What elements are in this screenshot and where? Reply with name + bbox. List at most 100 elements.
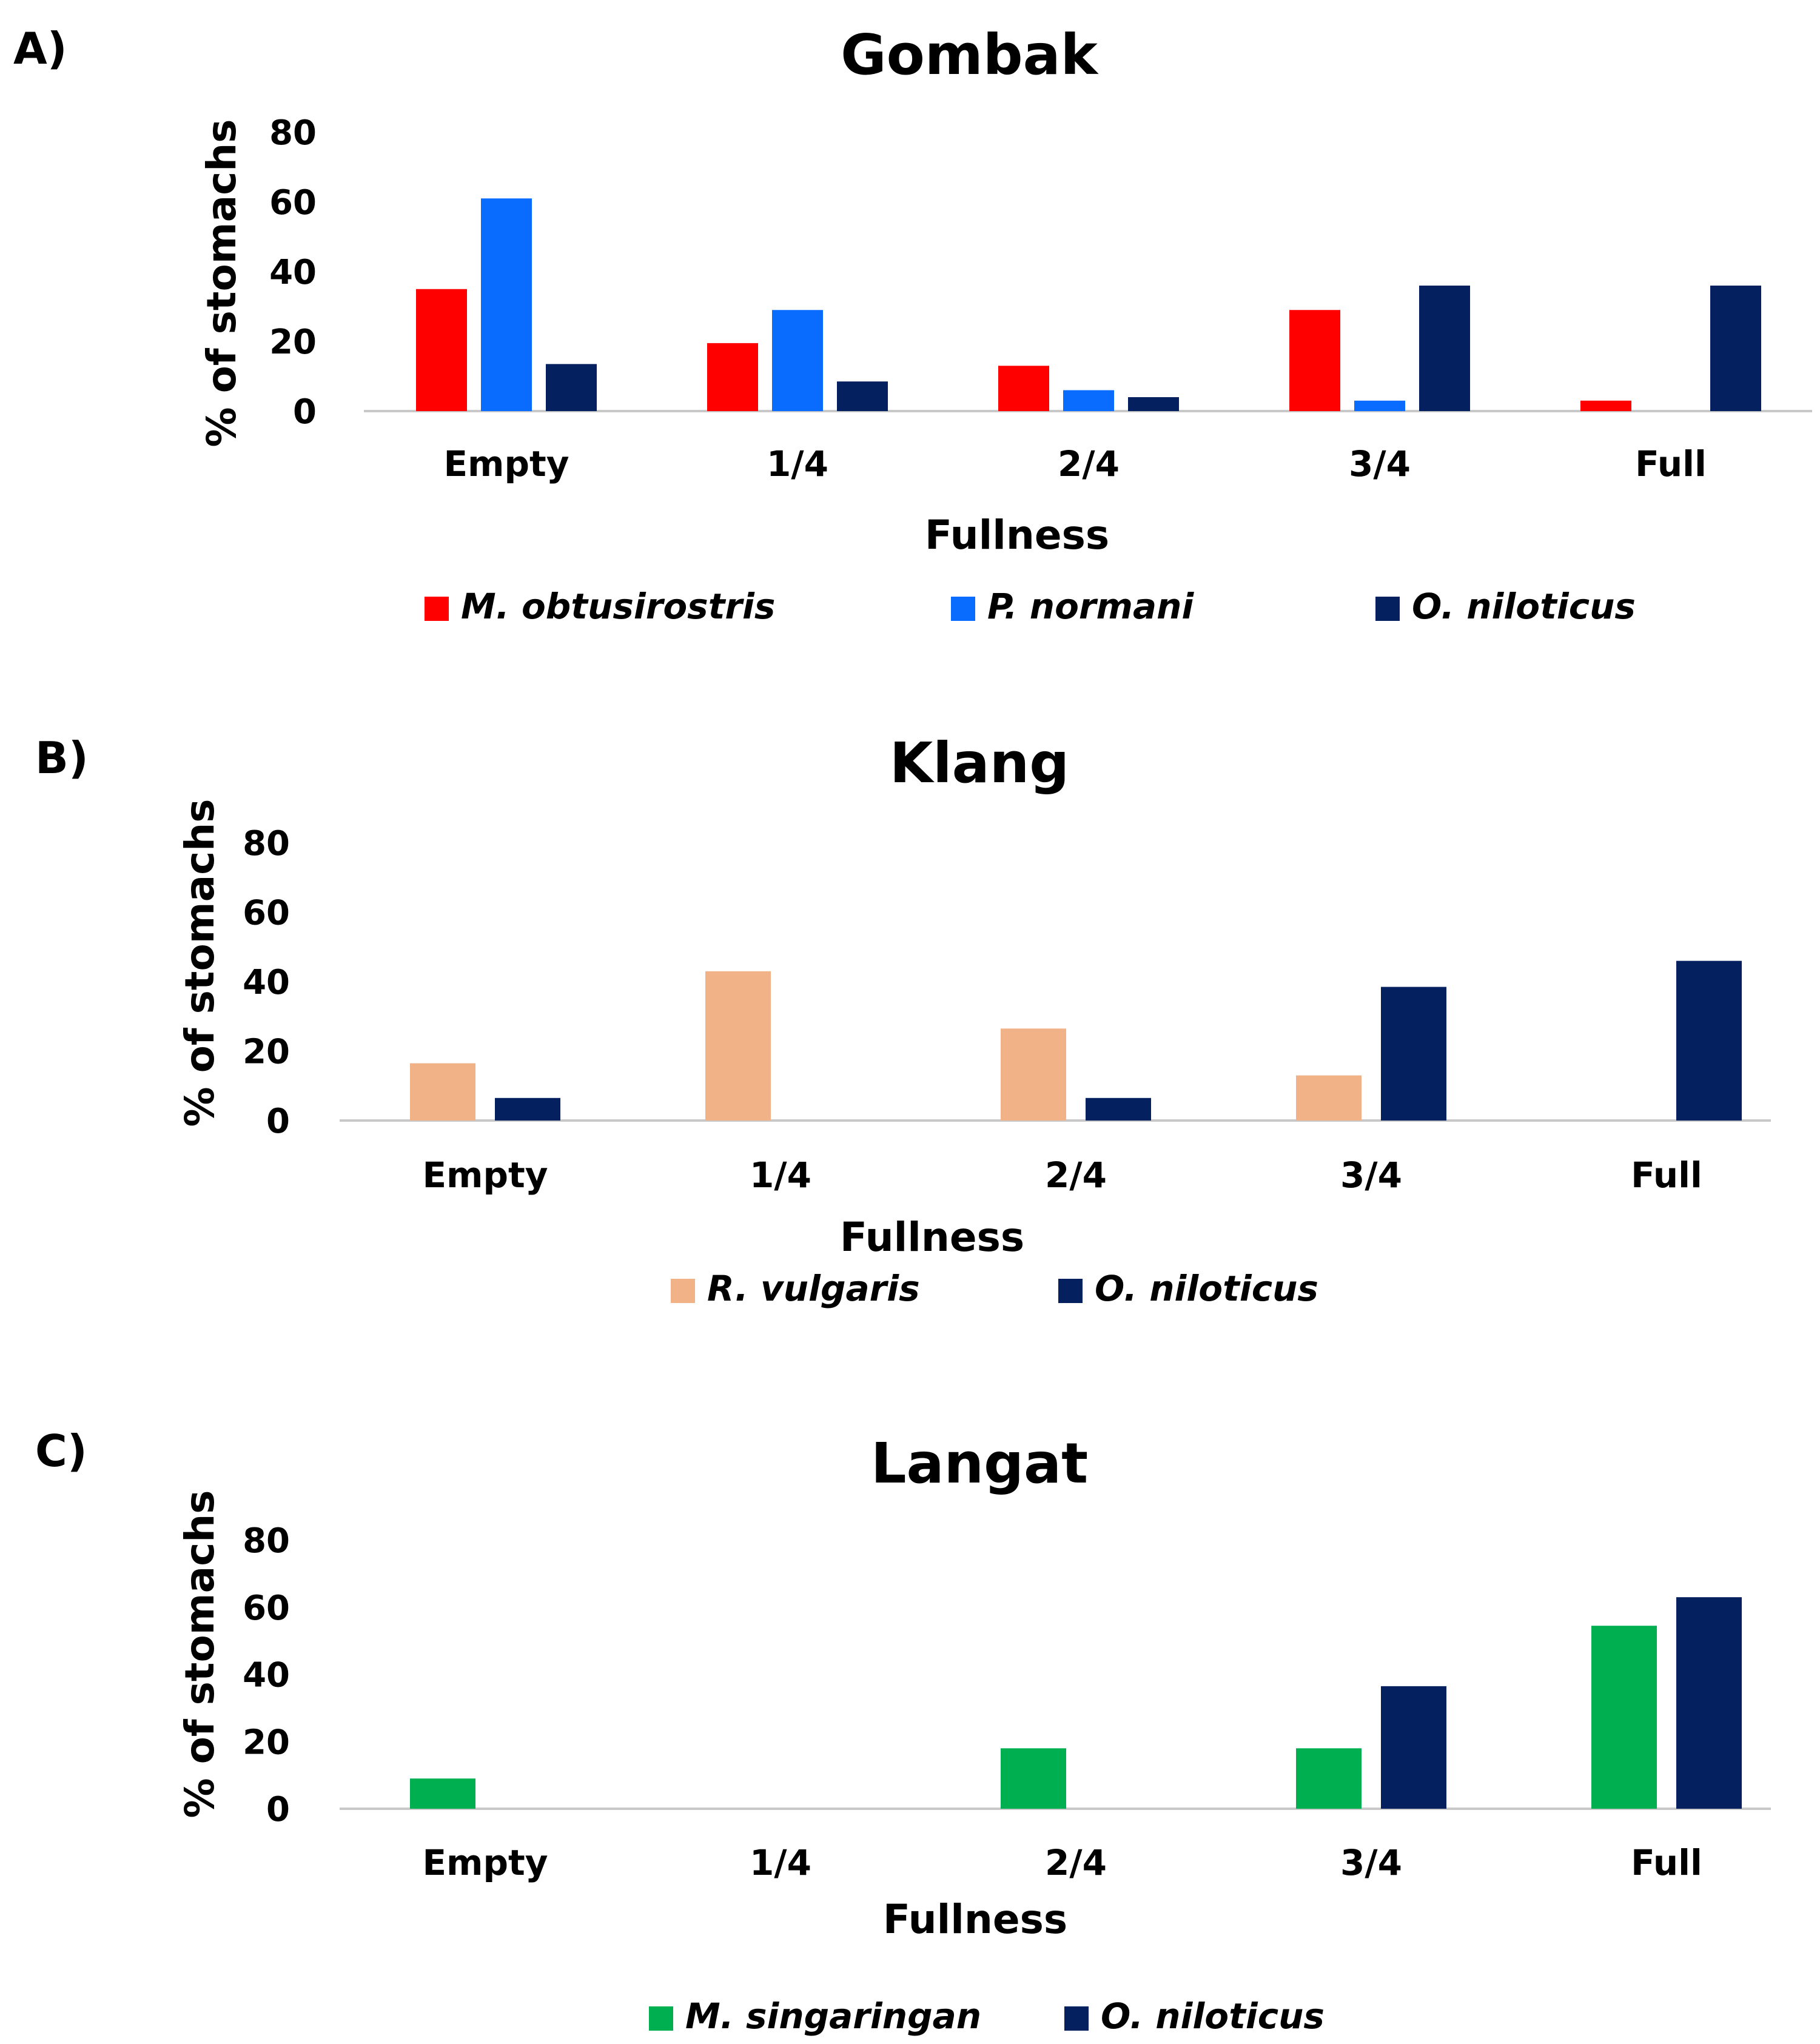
bar-klang-r-vulgaris-2-4 bbox=[1001, 1028, 1066, 1121]
bar-klang-o-niloticus-empty bbox=[495, 1097, 560, 1121]
bar-gombak-p-normani-1-4 bbox=[772, 310, 823, 411]
y-tick-label: 60 bbox=[243, 1589, 290, 1628]
bar-gombak-o-niloticus-3-4 bbox=[1419, 286, 1470, 411]
chart-title-gombak: Gombak bbox=[841, 22, 1099, 87]
bars-langat bbox=[410, 1597, 1742, 1809]
legend-label: O. niloticus bbox=[1412, 586, 1636, 627]
y-tick-label: 40 bbox=[269, 253, 317, 292]
legend-label: M. obtusirostris bbox=[461, 586, 775, 627]
bar-gombak-o-niloticus-2-4 bbox=[1128, 397, 1179, 411]
legend-item-o-niloticus: O. niloticus bbox=[1375, 586, 1636, 627]
legend-item-p-normani: P. normani bbox=[951, 586, 1194, 627]
y-tick-label: 60 bbox=[269, 183, 317, 223]
legend-gombak: M. obtusirostris P. normani O. niloticus bbox=[425, 586, 1636, 627]
x-tick-label: Empty bbox=[422, 1154, 548, 1196]
bar-klang-o-niloticus-2-4 bbox=[1086, 1097, 1151, 1121]
legend-swatch bbox=[1375, 597, 1400, 621]
x-tick-label: 1/4 bbox=[750, 1154, 811, 1196]
panel-letter-b: B) bbox=[35, 732, 89, 783]
x-tick-label: 3/4 bbox=[1340, 1842, 1402, 1883]
panel-langat: C) Langat 0 20 40 60 80 % of stomachs Empty 1… bbox=[35, 1426, 1771, 2037]
bar-gombak-p-normani-2-4 bbox=[1063, 390, 1114, 411]
x-axis-title-gombak: Fullness bbox=[925, 512, 1109, 558]
bar-klang-o-niloticus-full bbox=[1676, 960, 1742, 1121]
bar-klang-r-vulgaris-1-4 bbox=[705, 971, 771, 1121]
y-axis-ticks-gombak: 0 20 40 60 80 bbox=[269, 113, 317, 432]
bar-gombak-o-niloticus-1-4 bbox=[837, 381, 888, 411]
legend-label: O. niloticus bbox=[1095, 1268, 1318, 1309]
bar-gombak-m-obtusirostris-1-4 bbox=[707, 343, 758, 411]
y-tick-label: 60 bbox=[243, 894, 290, 933]
x-tick-label: Empty bbox=[443, 443, 569, 484]
legend-label: M. singaringan bbox=[685, 1995, 981, 2037]
x-axis-title-klang: Fullness bbox=[840, 1214, 1024, 1261]
chart-title-langat: Langat bbox=[871, 1431, 1088, 1496]
y-tick-label: 40 bbox=[243, 963, 290, 1002]
bar-klang-r-vulgaris-empty bbox=[410, 1063, 475, 1121]
x-axis-categories-gombak: Empty 1/4 2/4 3/4 Full bbox=[443, 443, 1706, 484]
bar-langat-o-niloticus-full bbox=[1676, 1597, 1742, 1809]
bar-gombak-m-obtusirostris-2-4 bbox=[998, 366, 1049, 411]
y-axis-ticks-klang: 0 20 40 60 80 bbox=[243, 824, 290, 1141]
legend-item-m-singaringan: M. singaringan bbox=[649, 1995, 981, 2037]
legend-swatch bbox=[1058, 1279, 1083, 1303]
y-tick-label: 20 bbox=[269, 323, 317, 362]
bar-klang-r-vulgaris-3-4 bbox=[1296, 1075, 1362, 1121]
legend-label: P. normani bbox=[987, 586, 1194, 627]
x-tick-label: 2/4 bbox=[1058, 443, 1120, 484]
panel-letter-a: A) bbox=[13, 23, 67, 74]
panel-letter-c: C) bbox=[35, 1426, 87, 1476]
y-axis-title-langat: % of stomachs bbox=[176, 1490, 223, 1818]
bars-gombak bbox=[416, 198, 1761, 411]
x-tick-label: 1/4 bbox=[750, 1842, 811, 1883]
legend-klang: R. vulgaris O. niloticus bbox=[671, 1268, 1318, 1309]
legend-item-m-obtusirostris: M. obtusirostris bbox=[425, 586, 775, 627]
y-tick-label: 80 bbox=[243, 1521, 290, 1561]
x-tick-label: Empty bbox=[422, 1842, 548, 1883]
x-tick-label: 2/4 bbox=[1045, 1842, 1107, 1883]
y-tick-label: 20 bbox=[243, 1723, 290, 1762]
bar-gombak-m-obtusirostris-3-4 bbox=[1289, 310, 1340, 411]
chart-title-klang: Klang bbox=[890, 731, 1069, 796]
x-axis-categories-langat: Empty 1/4 2/4 3/4 Full bbox=[422, 1842, 1702, 1883]
panel-klang: B) Klang 0 20 40 60 80 % of stomachs Empty 1/… bbox=[35, 731, 1771, 1309]
bar-langat-m-singaringan-full bbox=[1591, 1626, 1657, 1809]
bars-klang bbox=[410, 960, 1742, 1121]
x-tick-label: Full bbox=[1631, 1154, 1702, 1196]
x-tick-label: 3/4 bbox=[1349, 443, 1411, 484]
x-tick-label: Full bbox=[1631, 1842, 1702, 1883]
legend-item-o-niloticus: O. niloticus bbox=[1064, 1995, 1325, 2037]
y-axis-title-gombak: % of stomachs bbox=[198, 119, 245, 447]
legend-swatch bbox=[649, 2006, 673, 2031]
bar-gombak-p-normani-3-4 bbox=[1354, 400, 1405, 411]
y-tick-label: 0 bbox=[293, 392, 317, 432]
bar-gombak-p-normani-empty bbox=[481, 198, 532, 411]
legend-item-o-niloticus: O. niloticus bbox=[1058, 1268, 1318, 1309]
y-tick-label: 0 bbox=[266, 1790, 290, 1829]
bar-klang-o-niloticus-3-4 bbox=[1381, 987, 1446, 1121]
y-tick-label: 40 bbox=[243, 1656, 290, 1695]
bar-gombak-o-niloticus-empty bbox=[546, 364, 597, 411]
x-tick-label: 1/4 bbox=[767, 443, 828, 484]
legend-langat: M. singaringan O. niloticus bbox=[649, 1995, 1325, 2037]
y-axis-ticks-langat: 0 20 40 60 80 bbox=[243, 1521, 290, 1829]
y-tick-label: 0 bbox=[266, 1102, 290, 1141]
bar-langat-m-singaringan-3-4 bbox=[1296, 1748, 1362, 1809]
legend-swatch bbox=[425, 597, 449, 621]
legend-label: O. niloticus bbox=[1101, 1995, 1325, 2037]
y-axis-title-klang: % of stomachs bbox=[176, 799, 223, 1127]
x-tick-label: Full bbox=[1635, 443, 1707, 484]
legend-swatch bbox=[671, 1279, 695, 1303]
bar-langat-m-singaringan-2-4 bbox=[1001, 1748, 1066, 1809]
legend-label: R. vulgaris bbox=[707, 1268, 920, 1309]
x-tick-label: 3/4 bbox=[1340, 1154, 1402, 1196]
x-axis-categories-klang: Empty 1/4 2/4 3/4 Full bbox=[422, 1154, 1702, 1196]
bar-gombak-m-obtusirostris-empty bbox=[416, 289, 467, 411]
legend-swatch bbox=[1064, 2006, 1089, 2031]
panel-gombak: A) Gombak 0 20 40 60 80 % of stomachs Empty 1… bbox=[13, 22, 1812, 627]
y-tick-label: 20 bbox=[243, 1033, 290, 1072]
x-tick-label: 2/4 bbox=[1045, 1154, 1107, 1196]
legend-swatch bbox=[951, 597, 975, 621]
x-axis-title-langat: Fullness bbox=[883, 1896, 1067, 1943]
